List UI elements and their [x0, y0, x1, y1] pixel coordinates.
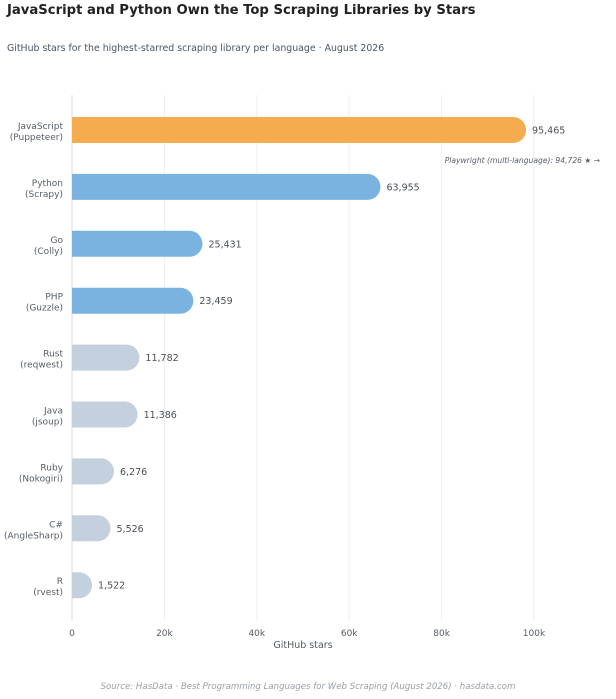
category-library: (Puppeteer) — [10, 133, 63, 143]
category-library: (Scrapy) — [25, 190, 63, 200]
category-library: (Guzzle) — [26, 304, 63, 314]
value-label: 25,431 — [208, 239, 241, 250]
bars — [72, 117, 527, 599]
category-language: C# — [49, 520, 63, 530]
bar — [72, 117, 527, 143]
chart-title: JavaScript and Python Own the Top Scrapi… — [7, 3, 476, 18]
category-library: (AngleSharp) — [4, 531, 63, 541]
value-label: 1,522 — [98, 581, 125, 592]
category-language: Java — [43, 407, 63, 417]
bar — [72, 230, 203, 257]
bar — [72, 344, 140, 371]
x-axis-ticks: 0 20k 40k 60k 80k 100k — [69, 629, 546, 639]
x-tick-label: 20k — [156, 629, 173, 639]
bar — [72, 515, 111, 542]
value-label: 11,782 — [145, 353, 178, 364]
category-library: (rvest) — [33, 588, 63, 598]
x-tick-label: 100k — [523, 629, 546, 639]
value-labels: 95,465 63,955 25,431 23,459 11,782 11,386 6,27… — [98, 126, 565, 592]
category-language: Python — [32, 179, 63, 189]
category-language: R — [57, 577, 63, 587]
chart-subtitle: GitHub stars for the highest-starred scr… — [7, 43, 385, 54]
category-library: (reqwest) — [20, 361, 63, 371]
category-language: PHP — [45, 293, 63, 303]
bar — [72, 173, 381, 200]
source-note: Source: HasData · Best Programming Langu… — [100, 682, 516, 692]
bar — [72, 287, 194, 314]
value-label: 5,526 — [117, 524, 144, 535]
value-label: 63,955 — [386, 182, 419, 193]
category-language: JavaScript — [17, 122, 64, 132]
category-language: Ruby — [40, 463, 63, 473]
bar — [72, 401, 138, 428]
x-tick-label: 60k — [341, 629, 358, 639]
category-library: (Colly) — [34, 247, 63, 257]
x-tick-label: 80k — [433, 629, 450, 639]
annotation: Playwright (multi-language): 94,726 ★ → — [445, 156, 600, 165]
category-library: (Nokogiri) — [19, 474, 63, 484]
value-label: 6,276 — [120, 467, 147, 478]
x-axis-label: GitHub stars — [273, 640, 332, 651]
gridlines — [71, 95, 535, 620]
value-label: 95,465 — [532, 126, 565, 137]
category-language: Go — [51, 236, 64, 246]
bar — [72, 458, 114, 485]
value-label: 11,386 — [144, 410, 177, 421]
value-label: 23,459 — [199, 296, 232, 307]
category-labels: JavaScript(Puppeteer) Python(Scrapy) Go(Co… — [4, 122, 64, 598]
category-language: Rust — [43, 350, 63, 360]
x-tick-label: 40k — [248, 629, 265, 639]
x-tick-label: 0 — [69, 629, 75, 639]
bar — [72, 572, 93, 599]
category-library: (jsoup) — [32, 418, 63, 428]
